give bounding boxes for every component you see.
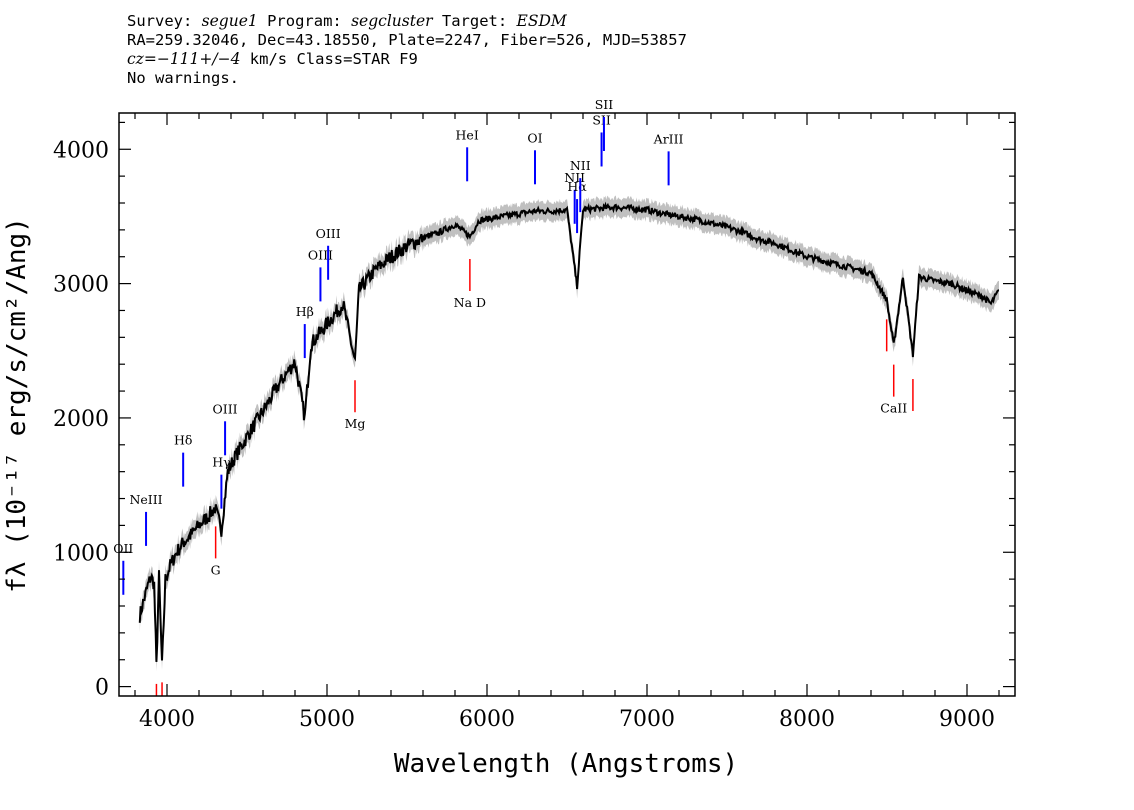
emission-line-label: ArIII bbox=[653, 131, 684, 146]
header-line-1: Survey: segue1 Program: segcluster Targe… bbox=[127, 12, 687, 31]
x-tick-label: 4000 bbox=[139, 707, 195, 732]
y-tick-label: 3000 bbox=[53, 273, 109, 298]
emission-line-label: NII bbox=[570, 158, 591, 173]
survey-label: Survey: bbox=[127, 12, 193, 30]
header-line-4: No warnings. bbox=[127, 69, 239, 87]
absorption-line-label: CaII bbox=[880, 401, 907, 416]
y-tick-label: 4000 bbox=[53, 138, 109, 163]
x-axis-label: Wavelength (Angstroms) bbox=[394, 749, 738, 779]
emission-line-label: HeI bbox=[456, 127, 479, 142]
error-band bbox=[139, 195, 1000, 672]
emission-line-label: OI bbox=[527, 130, 542, 145]
emission-line-label: SII bbox=[592, 112, 611, 127]
x-tick-label: 7000 bbox=[619, 707, 675, 732]
target-value: ESDM bbox=[516, 12, 567, 30]
program-label: Program: bbox=[267, 12, 342, 30]
emission-line-label: Hδ bbox=[174, 433, 192, 448]
x-tick-label: 8000 bbox=[779, 707, 835, 732]
spectrum-line bbox=[138, 201, 1000, 662]
emission-line-label: OIII bbox=[213, 401, 238, 416]
emission-line-label: Hα bbox=[567, 179, 587, 194]
absorption-line-label: Na D bbox=[454, 295, 486, 310]
y-tick-label: 2000 bbox=[53, 407, 109, 432]
class-value: km/s Class=STAR F9 bbox=[240, 50, 418, 68]
y-axis-label: fλ (10⁻¹⁷ erg/s/cm²/Ang) bbox=[2, 217, 32, 593]
y-tick-label: 0 bbox=[95, 676, 109, 701]
target-label: Target: bbox=[441, 12, 508, 30]
header-line-3: cz=−111+/−4 km/s Class=STAR F9 bbox=[127, 50, 687, 69]
absorption-line-label: Mg bbox=[345, 416, 366, 431]
emission-line-label: NeIII bbox=[129, 492, 162, 507]
plot-frame bbox=[118, 112, 1016, 697]
axes-layer: 4000 5000 6000 7000 8000 9000 0 1000 2000 3000 400… bbox=[53, 112, 1016, 732]
y-tick-label: 1000 bbox=[53, 541, 109, 566]
emission-line-label: OIII bbox=[308, 247, 333, 262]
spectrum-layer bbox=[138, 201, 1000, 662]
x-tick-label: 5000 bbox=[299, 707, 355, 732]
emission-line-label: Hβ bbox=[296, 304, 314, 319]
spectrum-header: Survey: segue1 Program: segcluster Targe… bbox=[127, 12, 687, 88]
emission-line-label: OIII bbox=[316, 226, 341, 241]
x-tick-label: 6000 bbox=[459, 707, 515, 732]
header-line-2: RA=259.32046, Dec=43.18550, Plate=2247, … bbox=[127, 31, 687, 49]
absorption-line-label: G bbox=[211, 562, 221, 577]
error-band-layer bbox=[139, 195, 1000, 672]
program-value: segcluster bbox=[351, 12, 433, 30]
emission-line-label: OII bbox=[113, 541, 133, 556]
survey-value: segue1 bbox=[201, 12, 258, 30]
x-tick-label: 9000 bbox=[939, 707, 995, 732]
emission-line-label: Hγ bbox=[212, 455, 230, 470]
emission-line-label: SII bbox=[595, 97, 614, 112]
redshift-value: cz=−111+/−4 bbox=[127, 50, 241, 68]
